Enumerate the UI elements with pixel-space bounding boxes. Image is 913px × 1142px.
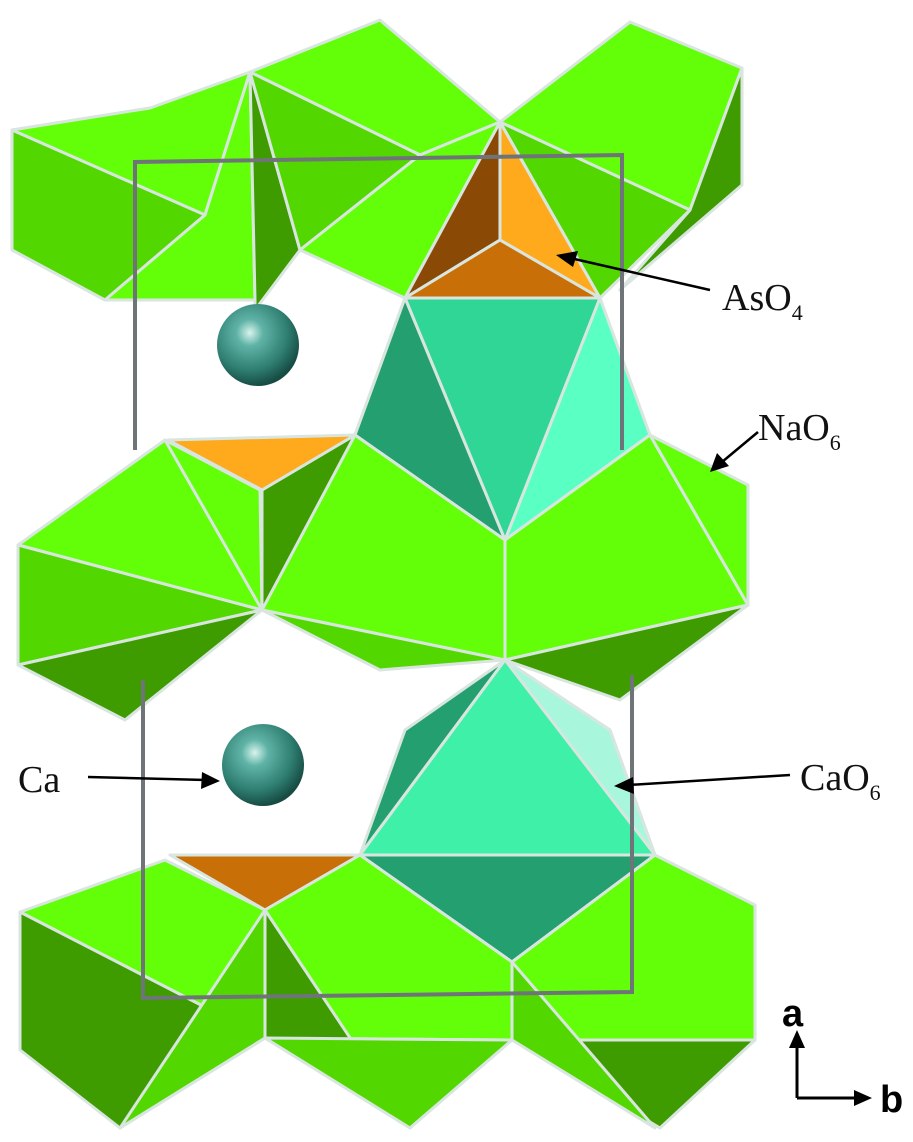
nao6-row-bottom	[18, 853, 757, 1130]
nao6-row-middle	[16, 433, 750, 722]
unit-cell-outline	[133, 152, 634, 1001]
cao6-label: CaO6	[800, 757, 881, 805]
ca-label: Ca	[18, 759, 60, 801]
aso4-middle-tetrahedron	[166, 433, 357, 492]
aso4-label: AsO4	[722, 277, 803, 325]
ca-atom-upper	[217, 304, 299, 386]
ca-annotation: Ca	[18, 759, 220, 801]
axis-a-label: a	[782, 993, 804, 1035]
cao6-annotation: CaO6	[614, 757, 881, 805]
annotations: AsO4 NaO6 CaO6 Ca	[18, 251, 881, 805]
nao6-label: NaO6	[758, 407, 841, 455]
ca-atom-lower	[222, 724, 304, 806]
axis-b-label: b	[880, 1079, 903, 1121]
nao6-row-top	[10, 18, 744, 312]
nao6-annotation: NaO6	[710, 407, 841, 472]
aso4-annotation: AsO4	[556, 251, 803, 325]
axis-indicator: a b	[782, 993, 903, 1121]
cao6-lower-octahedron	[358, 658, 657, 964]
ca-atoms	[217, 304, 304, 806]
